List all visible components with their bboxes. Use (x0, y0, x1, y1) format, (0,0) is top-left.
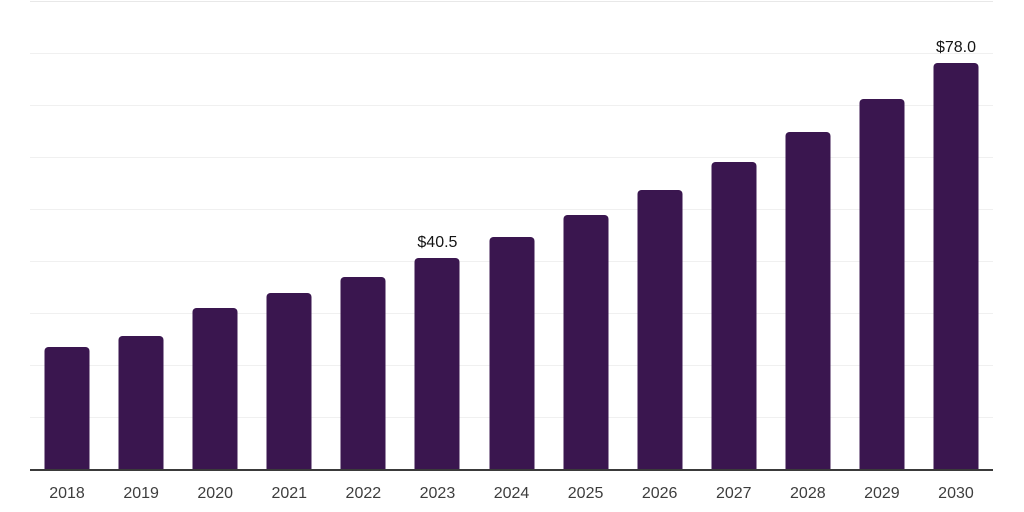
bar-slot-2022 (326, 1, 400, 469)
gridline-60 (30, 156, 993, 158)
gridline-80 (30, 53, 993, 54)
bar-2022 (340, 277, 386, 469)
x-axis-line (30, 469, 993, 471)
bar-2026 (637, 190, 683, 469)
x-axis-labels: 2018 2019 2020 2021 2022 2023 2024 2025 2026 2027… (30, 484, 993, 503)
x-tick-label-2020: 2020 (197, 485, 233, 502)
bar-2019 (118, 335, 164, 469)
bars-container: $40.5 $78.0 (30, 1, 993, 469)
bar-2029 (859, 98, 905, 469)
bar-slot-2019 (104, 1, 178, 469)
bar-2028 (785, 132, 831, 469)
bar-slot-2025 (549, 1, 623, 469)
bar-2018 (44, 346, 90, 469)
bar-slot-2021 (252, 1, 326, 469)
bar-2023 (414, 258, 460, 469)
bar-slot-2026 (623, 1, 697, 469)
gridline-70 (30, 105, 993, 106)
bar-2021 (266, 292, 312, 469)
x-tick-label-2021: 2021 (271, 485, 308, 502)
gridline-90 (30, 1, 993, 2)
gridline-50 (30, 209, 993, 210)
x-tick-label-2019: 2019 (123, 485, 159, 502)
bar-slot-2027 (697, 1, 771, 469)
bar-2020 (192, 307, 238, 469)
bar-slot-2030: $78.0 (919, 1, 993, 469)
value-label-2030: $78.0 (935, 39, 976, 57)
x-tick-label-2026: 2026 (641, 485, 678, 502)
bar-2030 (933, 63, 979, 469)
plot-area: $40.5 $78.0 (30, 1, 993, 469)
bar-slot-2028 (771, 1, 845, 469)
x-tick-label-2029: 2029 (864, 485, 900, 502)
bar-2025 (563, 214, 609, 469)
x-tick-label-2022: 2022 (345, 485, 382, 502)
x-tick-label-2018: 2018 (49, 485, 85, 502)
value-label-2023: $40.5 (417, 234, 458, 252)
x-tick-label-2027: 2027 (715, 485, 752, 502)
bar-slot-2020 (178, 1, 252, 469)
x-tick-label-2025: 2025 (567, 485, 604, 502)
bar-2027 (711, 162, 757, 469)
x-tick-label-2028: 2028 (790, 485, 826, 502)
bar-2024 (489, 237, 534, 469)
bar-slot-2023: $40.5 (400, 1, 474, 469)
bar-slot-2024 (474, 1, 548, 469)
bar-slot-2029 (845, 1, 919, 469)
bar-slot-2018 (30, 1, 104, 469)
x-tick-label-2023: 2023 (419, 485, 456, 502)
x-tick-label-2024: 2024 (493, 485, 530, 502)
x-tick-label-2030: 2030 (938, 485, 974, 502)
